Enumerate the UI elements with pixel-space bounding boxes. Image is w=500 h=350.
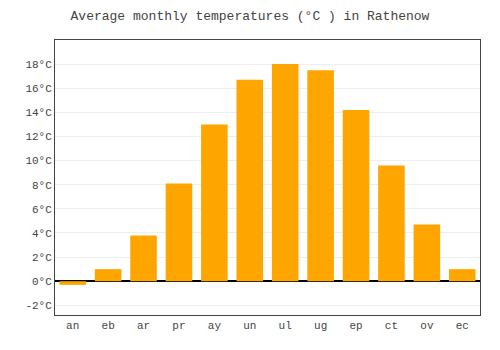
svg-text:2°C: 2°C	[32, 252, 52, 264]
svg-text:eb: eb	[102, 320, 115, 332]
svg-text:ay: ay	[208, 320, 222, 332]
svg-text:ov: ov	[420, 320, 434, 332]
svg-text:6°C: 6°C	[32, 204, 52, 216]
svg-text:ar: ar	[137, 320, 150, 332]
svg-text:ug: ug	[314, 320, 327, 332]
svg-text:ep: ep	[349, 320, 362, 332]
svg-text:8°C: 8°C	[32, 180, 52, 192]
svg-text:4°C: 4°C	[32, 228, 52, 240]
svg-text:un: un	[243, 320, 256, 332]
svg-text:pr: pr	[172, 320, 185, 332]
svg-text:ul: ul	[279, 320, 292, 332]
svg-text:ec: ec	[456, 320, 469, 332]
svg-text:0°C: 0°C	[32, 276, 52, 288]
svg-text:-2°C: -2°C	[25, 300, 52, 312]
svg-text:ct: ct	[385, 320, 398, 332]
svg-text:14°C: 14°C	[25, 107, 52, 119]
svg-text:Average monthly temperatures (: Average monthly temperatures (°C ) in Ra…	[71, 9, 430, 24]
svg-text:18°C: 18°C	[25, 59, 52, 71]
svg-text:16°C: 16°C	[25, 83, 52, 95]
svg-text:10°C: 10°C	[25, 155, 52, 167]
svg-text:an: an	[66, 320, 79, 332]
svg-text:12°C: 12°C	[25, 131, 52, 143]
